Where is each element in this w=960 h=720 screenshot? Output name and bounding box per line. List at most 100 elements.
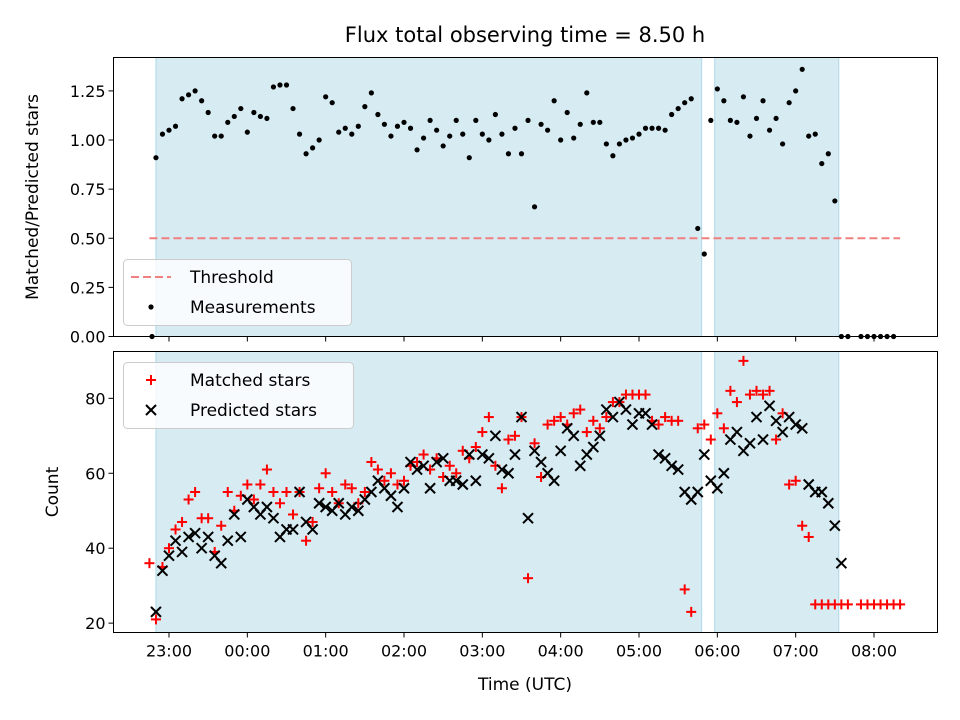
- matched-star-point: [470, 442, 481, 453]
- predicted-star-point: [156, 564, 169, 577]
- measurement-point: [342, 125, 348, 131]
- predicted-star-point: [554, 445, 567, 457]
- matched-star-point: [418, 449, 429, 460]
- measurement-point: [368, 90, 374, 96]
- measurement-point: [669, 111, 675, 118]
- predicted-star-point: [489, 430, 502, 442]
- top-panel: 0.00 0.25 0.50 0.75 1.00 1.25 Flux total obse…: [23, 23, 938, 347]
- predicted-star-point: [293, 486, 306, 498]
- measurement-point: [257, 113, 263, 120]
- predicted-star-point: [665, 460, 678, 472]
- top-shaded-region: [714, 57, 839, 337]
- measurement-point: [349, 131, 355, 137]
- x-tick-label: 04:00: [538, 642, 584, 661]
- measurement-point: [238, 105, 244, 112]
- x-tick-label: 06:00: [694, 642, 740, 661]
- measurement-point: [440, 143, 446, 149]
- predicted-star-point: [757, 433, 769, 446]
- top-y-tick-label: 0.00: [70, 328, 106, 347]
- x-tick-label: 02:00: [381, 642, 427, 661]
- predicted-star-point: [587, 441, 600, 453]
- predicted-star-point: [189, 527, 201, 539]
- matched-star-point: [581, 427, 592, 438]
- bottom-legend: Matched stars Predicted stars: [123, 362, 354, 429]
- matched-star-point: [164, 543, 174, 554]
- matched-star-point: [255, 479, 266, 490]
- matched-star-point: [144, 558, 155, 569]
- matched-star-point: [379, 475, 390, 486]
- measurement-point: [812, 131, 818, 137]
- predicted-star-point: [607, 411, 619, 423]
- measurement-point: [231, 113, 237, 120]
- top-axes-frame: [113, 57, 938, 337]
- matched-star-point: [588, 415, 599, 426]
- predicted-star-point: [176, 546, 188, 558]
- bottom-y-tick-label: 40: [85, 539, 105, 558]
- x-tick-label: 23:00: [146, 642, 192, 661]
- measurement-point: [499, 131, 505, 137]
- bottom-shaded-region: [714, 351, 839, 633]
- matched-star-point: [183, 494, 194, 505]
- predicted-star-point: [267, 512, 280, 524]
- predicted-star-point: [698, 448, 710, 461]
- measurement-point: [336, 129, 342, 135]
- predicted-star-point: [450, 475, 462, 487]
- predicted-star-point: [718, 467, 730, 479]
- measurement-point: [551, 98, 557, 104]
- matched-star-point: [242, 479, 253, 490]
- top-y-tick-label: 0.50: [70, 229, 106, 248]
- bottom-x-axis: 23:00 00:00 01:00 02:00 03:00 04:00 05:00 06:00…: [146, 632, 897, 661]
- predicted-star-point: [568, 430, 580, 442]
- measurement-point: [577, 121, 583, 127]
- matched-star-point: [529, 438, 540, 449]
- top-x-ticks: [168, 336, 875, 342]
- matched-star-point: [340, 479, 351, 490]
- measurement-point: [597, 119, 603, 125]
- predicted-star-point: [202, 531, 214, 543]
- predicted-star-point: [626, 418, 639, 431]
- predicted-star-point: [391, 501, 404, 513]
- predicted-star-point: [496, 463, 508, 476]
- measurement-point: [492, 111, 498, 118]
- measurement-point: [682, 100, 688, 106]
- measurement-point: [159, 131, 166, 137]
- predicted-star-point: [424, 482, 436, 494]
- predicted-star-point: [522, 512, 534, 524]
- measurement-point: [290, 105, 296, 112]
- predicted-star-point: [692, 486, 704, 498]
- measurement-point: [623, 137, 629, 143]
- chart-title: Flux total observing time = 8.50 h: [345, 23, 705, 47]
- predicted-star-point: [222, 534, 234, 547]
- measurement-point: [832, 198, 838, 204]
- measurement-point: [564, 109, 570, 116]
- predicted-star-point: [319, 501, 332, 513]
- bottom-y-axis-label: Count: [43, 466, 63, 517]
- predicted-star-point: [574, 460, 586, 472]
- matched-star-point: [692, 423, 703, 434]
- measurement-point: [381, 121, 388, 127]
- measurement-point: [610, 153, 616, 159]
- measurement-point: [721, 98, 727, 104]
- predicted-star-point: [365, 486, 378, 498]
- predicted-star-point: [463, 448, 475, 461]
- matched-star-point: [177, 516, 188, 527]
- predicted-star-point: [548, 475, 560, 487]
- matched-star-point: [731, 397, 742, 408]
- matched-star-point: [307, 516, 318, 527]
- matched-star-point: [451, 468, 462, 479]
- matched-star-point: [314, 483, 325, 494]
- predicted-star-point: [731, 426, 743, 438]
- predicted-star-point: [437, 452, 449, 464]
- predicted-star-point: [776, 426, 789, 438]
- measurement-point: [662, 127, 668, 133]
- matched-star-point: [803, 531, 814, 542]
- predicted-star-point: [822, 497, 835, 509]
- matched-star-point: [640, 389, 651, 400]
- predicted-star-point: [535, 456, 547, 468]
- matched-star-point: [483, 412, 494, 423]
- predicted-star-point: [763, 400, 776, 412]
- matched-star-point: [320, 468, 331, 479]
- measurement-point: [212, 133, 218, 139]
- measurement-point: [453, 117, 459, 123]
- x-tick-label: 01:00: [303, 642, 349, 661]
